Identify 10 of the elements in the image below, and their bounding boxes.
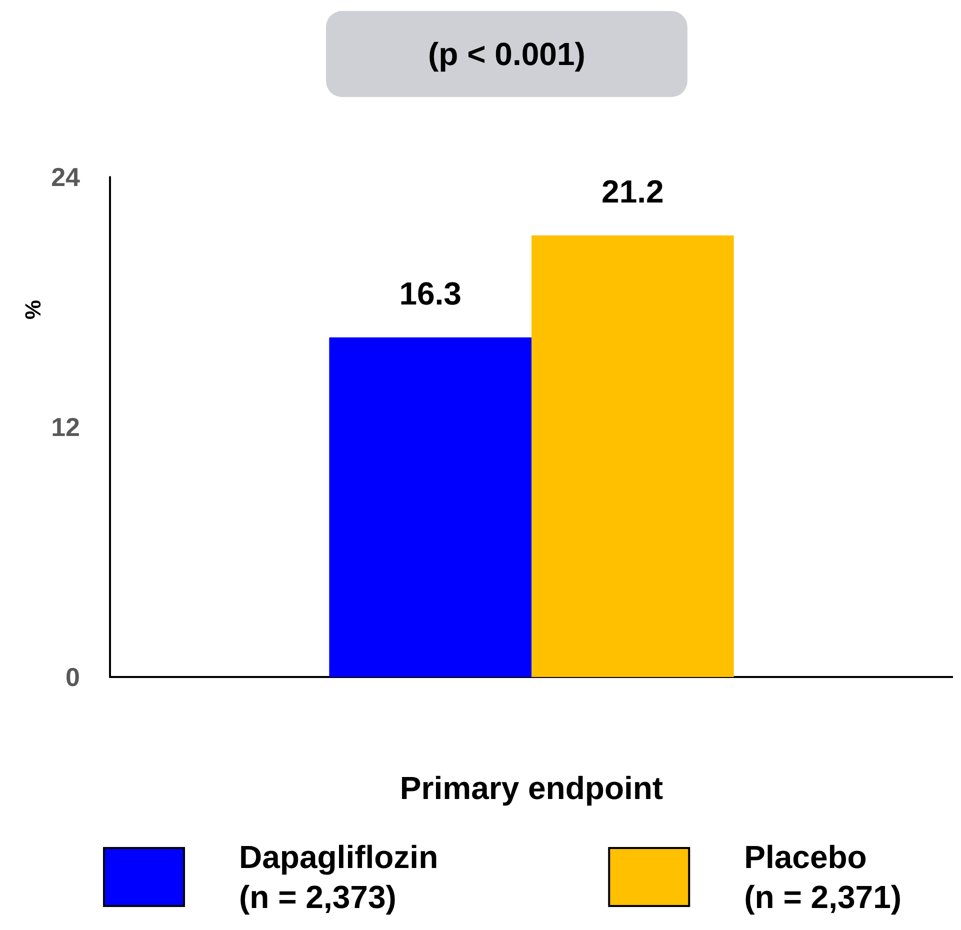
x-axis-title: Primary endpoint	[400, 770, 664, 806]
legend-label: Dapagliflozin (n = 2,373)	[239, 839, 438, 915]
legend-label: Placebo (n = 2,371)	[744, 839, 902, 915]
data-label: 21.2	[602, 173, 664, 210]
y-axis-title: %	[20, 300, 46, 320]
y-tick-label: 0	[66, 662, 80, 692]
y-tick-label: 24	[51, 162, 81, 192]
y-tick-label: 12	[51, 412, 80, 442]
data-label: 16.3	[399, 275, 462, 312]
text: (p < 0.001)	[428, 36, 586, 72]
